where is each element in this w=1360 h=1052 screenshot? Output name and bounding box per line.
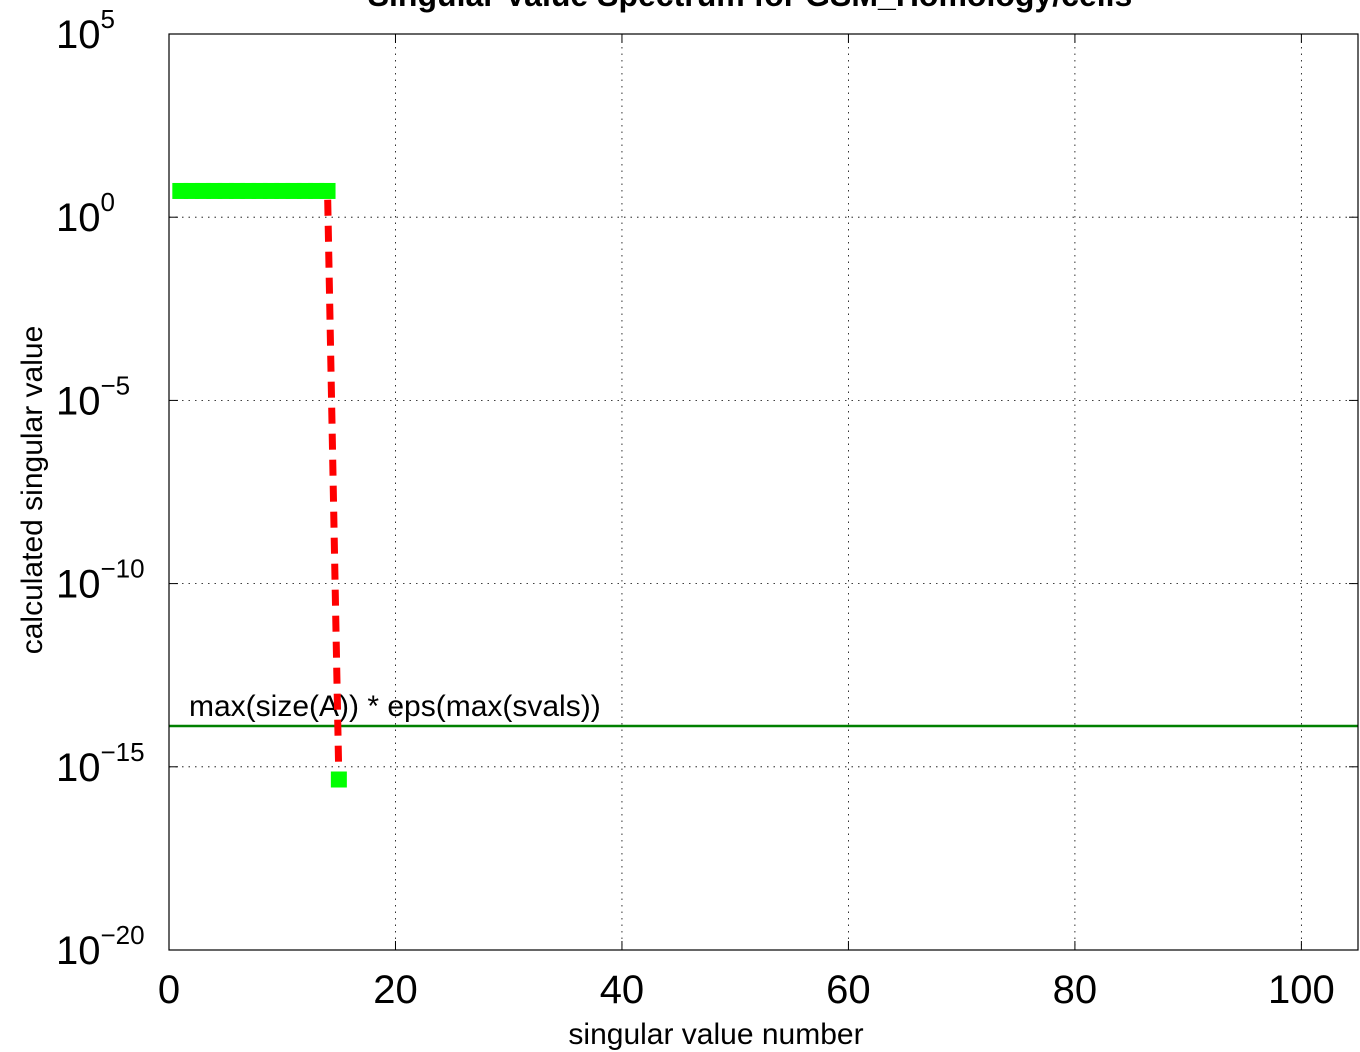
x-tick-labels: 0 20 40 60 80 100 [158, 968, 1335, 1012]
y-tick-label: 10−15 [56, 737, 145, 790]
y-tick-label: 10−20 [56, 920, 145, 973]
x-tick-label: 0 [158, 968, 180, 1012]
data-point-marker [330, 771, 347, 788]
y-axis-label: calculated singular value [16, 326, 49, 655]
threshold-label: max(size(A)) * eps(max(svals)) [189, 690, 601, 723]
x-tick-label: 60 [826, 968, 871, 1012]
y-tick-label: 10−10 [56, 554, 145, 607]
y-tick-label: 105 [56, 4, 115, 57]
x-tick-label: 40 [600, 968, 645, 1012]
axis-ticks [168, 33, 1358, 951]
x-axis-label: singular value number [568, 1018, 863, 1051]
plot-area [169, 34, 1358, 950]
y-tick-label: 100 [56, 187, 115, 240]
x-tick-label: 100 [1268, 968, 1335, 1012]
series-green-squares [172, 182, 347, 788]
y-tick-label: 10−5 [56, 370, 130, 423]
threshold-group: max(size(A)) * eps(max(svals)) [169, 690, 1358, 728]
chart-title: Singular Value Spectrum for GSM_Homology… [368, 0, 1133, 13]
x-tick-label: 20 [373, 968, 418, 1012]
data-point-marker [319, 182, 336, 199]
x-tick-label: 80 [1053, 968, 1098, 1012]
plot-frame [168, 33, 1359, 951]
y-tick-labels: 105 100 10−5 10−10 10−15 10−20 [56, 4, 145, 973]
